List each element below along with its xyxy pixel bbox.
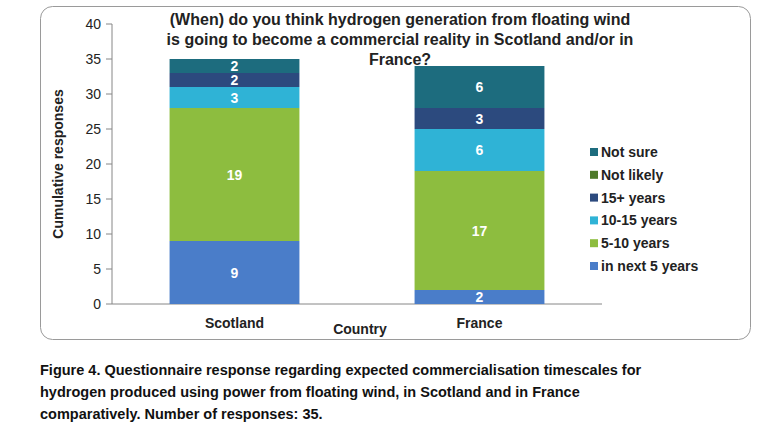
legend-swatch bbox=[590, 262, 598, 270]
bar-segment bbox=[170, 108, 300, 241]
y-tick bbox=[106, 24, 112, 25]
y-tick bbox=[106, 129, 112, 130]
y-tick-label: 30 bbox=[85, 86, 101, 102]
y-tick-label: 40 bbox=[85, 16, 101, 32]
bar-segment bbox=[415, 290, 545, 304]
data-label: 3 bbox=[231, 90, 239, 106]
data-label: 2 bbox=[231, 58, 239, 74]
title: (When) do you think hydrogen generation … bbox=[170, 11, 630, 28]
y-tick bbox=[106, 94, 112, 95]
legend-label: Not likely bbox=[601, 167, 663, 183]
legend-swatch bbox=[590, 239, 598, 247]
caption: Figure 4. Questionnaire response regardi… bbox=[40, 362, 642, 378]
legend-label: 10-15 years bbox=[601, 212, 678, 228]
legend-label: 15+ years bbox=[601, 190, 665, 206]
chart-frame bbox=[41, 7, 751, 340]
legend: Not sure Not likely 15+ years 10-15 years 5-… bbox=[590, 144, 698, 274]
bar-segment bbox=[415, 171, 545, 290]
legend-swatch bbox=[590, 194, 598, 202]
bar-segment bbox=[170, 59, 300, 73]
data-label: 6 bbox=[476, 79, 484, 95]
y-tick bbox=[106, 199, 112, 200]
legend-label: Not sure bbox=[601, 144, 658, 160]
legend-label: 5-10 years bbox=[601, 235, 670, 251]
bar-segment bbox=[170, 241, 300, 304]
y-tick bbox=[106, 304, 112, 305]
data-label: 9 bbox=[231, 265, 239, 281]
x-tick-label: Scotland bbox=[205, 315, 264, 331]
bars bbox=[170, 59, 545, 304]
x-tick-label: France bbox=[457, 315, 503, 331]
data-label: 19 bbox=[227, 167, 243, 183]
bar-segment bbox=[415, 129, 545, 171]
y-tick-label: 35 bbox=[85, 51, 101, 67]
data-labels: 919322217636 bbox=[227, 58, 488, 305]
bar-segment bbox=[170, 87, 300, 108]
legend-swatch bbox=[590, 171, 598, 179]
legend-label: in next 5 years bbox=[601, 258, 698, 274]
y-axis-label: Cumulative responses bbox=[50, 89, 66, 239]
y-tick-label: 15 bbox=[85, 191, 101, 207]
legend-swatch bbox=[590, 148, 598, 156]
y-tick-label: 25 bbox=[85, 121, 101, 137]
legend-swatch bbox=[590, 216, 598, 224]
caption: hydrogen produced using power from float… bbox=[40, 384, 580, 400]
y-tick-label: 20 bbox=[85, 156, 101, 172]
x-axis-label: Country bbox=[333, 321, 387, 337]
y-tick bbox=[106, 164, 112, 165]
y-tick-label: 5 bbox=[93, 261, 101, 277]
bar-segment bbox=[415, 108, 545, 129]
chart: (When) do you think hydrogen generation … bbox=[0, 0, 765, 428]
data-label: 3 bbox=[476, 111, 484, 127]
y-tick-label: 10 bbox=[85, 226, 101, 242]
y-tick bbox=[106, 234, 112, 235]
y-tick bbox=[106, 59, 112, 60]
y-tick bbox=[106, 269, 112, 270]
y-tick-label: 0 bbox=[93, 296, 101, 312]
data-label: 6 bbox=[476, 142, 484, 158]
data-label: 2 bbox=[476, 289, 484, 305]
title: France? bbox=[369, 51, 431, 68]
bar-segment bbox=[170, 73, 300, 87]
caption: comparatively. Number of responses: 35. bbox=[40, 406, 323, 422]
bar-segment bbox=[415, 66, 545, 108]
data-label: 2 bbox=[231, 72, 239, 88]
title: is going to become a commercial reality … bbox=[167, 31, 634, 48]
data-label: 17 bbox=[472, 223, 488, 239]
